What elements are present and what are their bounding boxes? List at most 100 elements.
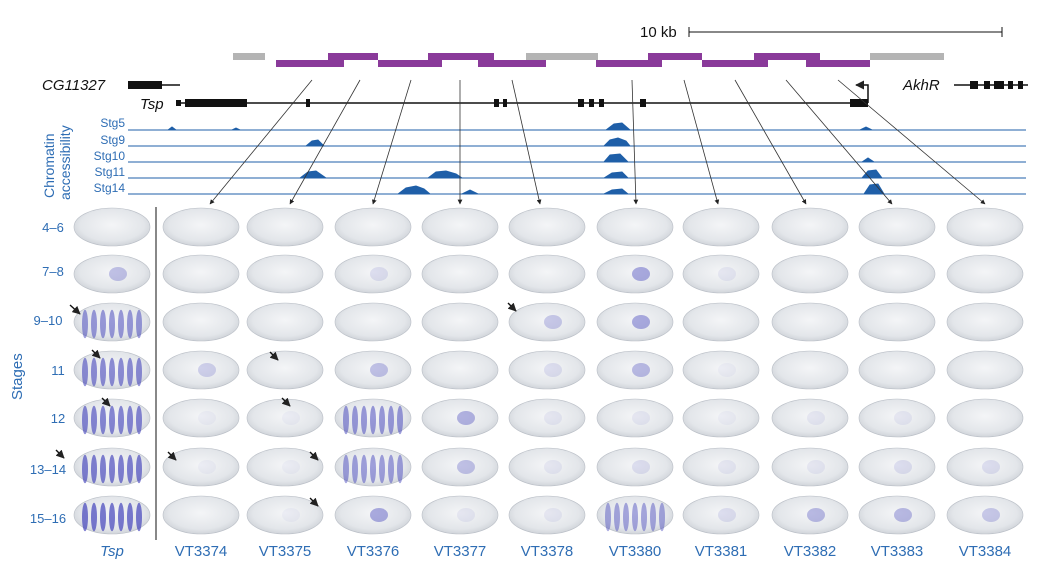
- embryo-image: [771, 302, 849, 342]
- stain-stripe: [361, 405, 367, 435]
- column-label: VT3384: [959, 543, 1012, 560]
- track-peaks-stg10: [602, 153, 876, 163]
- fragment-vt3383: [754, 53, 820, 60]
- stain-stripe: [91, 454, 97, 484]
- track-peaks-stg14: [396, 183, 885, 195]
- stain-stripe: [379, 454, 385, 484]
- stain-spot: [544, 411, 562, 425]
- embryo-image: [596, 350, 674, 390]
- track-label-stg11: Stg11: [95, 165, 126, 179]
- column-label: VT3383: [871, 543, 924, 560]
- embryo-image: [421, 350, 499, 390]
- gene-label-akhr: AkhR: [902, 77, 940, 94]
- column-label: VT3381: [695, 543, 748, 560]
- stain-stripe: [127, 309, 133, 339]
- column-label: VT3375: [259, 543, 312, 560]
- stain-spot: [109, 267, 127, 281]
- embryo-image: [596, 207, 674, 247]
- stain-stripe: [659, 502, 665, 532]
- stage-label: 12: [51, 411, 65, 426]
- embryo-image: [73, 207, 151, 247]
- stain-stripe: [82, 502, 88, 532]
- stain-stripe: [136, 357, 142, 387]
- embryo-image: [162, 207, 240, 247]
- embryo-image: [162, 302, 240, 342]
- stain-spot: [807, 411, 825, 425]
- fragment-gray: [870, 53, 944, 60]
- gene-model-tsp: [176, 80, 869, 107]
- embryo-image: [858, 398, 936, 438]
- stain-spot: [632, 363, 650, 377]
- stain-spot: [457, 460, 475, 474]
- embryo-image: [334, 207, 412, 247]
- stain-spot: [544, 460, 562, 474]
- stain-stripe: [91, 309, 97, 339]
- stain-stripe: [118, 502, 124, 532]
- embryo-image: [508, 398, 586, 438]
- stain-spot: [807, 460, 825, 474]
- pointer-arrow: [55, 449, 65, 459]
- stain-stripe: [641, 502, 647, 532]
- pointer-arrow: [309, 497, 319, 507]
- embryo-image: [421, 302, 499, 342]
- embryo-image: [946, 350, 1024, 390]
- stain-stripe: [127, 502, 133, 532]
- stage-label: 11: [51, 363, 65, 378]
- embryo-image: [334, 254, 412, 294]
- stain-spot: [632, 267, 650, 281]
- stain-stripe: [127, 454, 133, 484]
- stain-spot: [457, 411, 475, 425]
- embryo-image: [508, 302, 586, 342]
- stages-axis-label: Stages: [9, 353, 26, 400]
- stain-spot: [632, 315, 650, 329]
- embryo-image: [682, 350, 760, 390]
- embryo-image: [421, 447, 499, 487]
- stage-label: 7–8: [42, 264, 64, 279]
- stage-label: 4–6: [42, 220, 64, 235]
- embryo-image: [858, 302, 936, 342]
- column-label: VT3378: [521, 543, 574, 560]
- stain-spot: [982, 508, 1000, 522]
- embryo-image: [771, 398, 849, 438]
- gene-model-cg11327: [128, 81, 180, 89]
- pointer-arrow: [69, 304, 81, 315]
- embryo-image: [596, 398, 674, 438]
- fragment-vt3374: [276, 60, 344, 67]
- stain-stripe: [118, 357, 124, 387]
- fragment-vt3384: [806, 60, 870, 67]
- embryo-image: [246, 254, 324, 294]
- embryo-image: [334, 495, 412, 535]
- track-peaks-stg9: [304, 137, 632, 147]
- embryo-image: [596, 495, 674, 535]
- stain-spot: [282, 460, 300, 474]
- stain-spot: [544, 363, 562, 377]
- stain-stripe: [127, 357, 133, 387]
- embryo-image: [162, 447, 240, 487]
- stain-spot: [894, 508, 912, 522]
- stain-spot: [718, 267, 736, 281]
- stain-stripe: [343, 454, 349, 484]
- stain-spot: [718, 508, 736, 522]
- stage-label: 13–14: [30, 462, 66, 477]
- stain-stripe: [632, 502, 638, 532]
- fragment-vt3380: [596, 60, 662, 67]
- stain-stripe: [100, 454, 106, 484]
- embryo-image: [508, 350, 586, 390]
- stain-stripe: [91, 357, 97, 387]
- stain-spot: [544, 315, 562, 329]
- stain-spot: [718, 363, 736, 377]
- embryo-image: [771, 447, 849, 487]
- stain-stripe: [650, 502, 656, 532]
- embryo-image: [246, 495, 324, 535]
- embryo-image: [858, 350, 936, 390]
- stain-stripe: [136, 502, 142, 532]
- column-label: VT3374: [175, 543, 228, 560]
- embryo-image: [771, 207, 849, 247]
- embryo-grid: [55, 207, 1024, 535]
- stain-stripe: [118, 405, 124, 435]
- chromatin-title-line2: accessibility: [57, 125, 73, 200]
- embryo-image: [858, 207, 936, 247]
- pointer-arrow: [91, 349, 101, 359]
- pointer-arrow: [309, 451, 319, 461]
